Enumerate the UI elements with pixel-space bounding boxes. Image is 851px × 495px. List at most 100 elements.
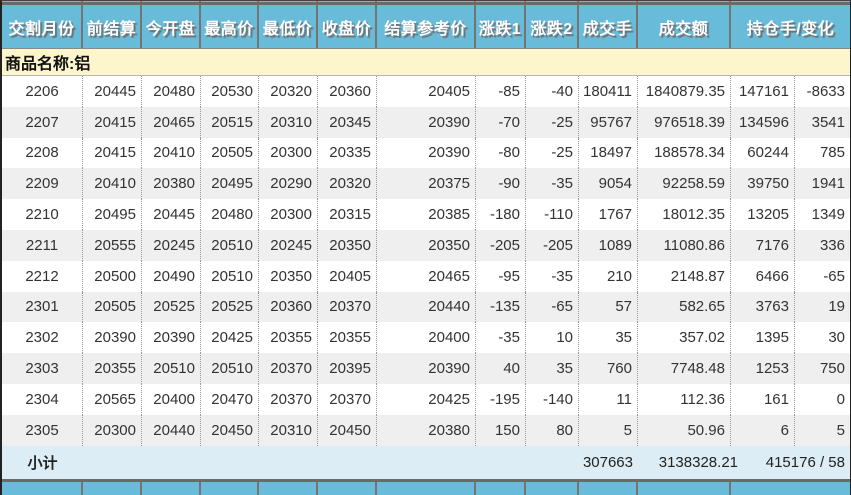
cell-delivery-month: 2305 xyxy=(2,414,83,446)
cell-oi-change: 785 xyxy=(819,144,845,162)
cell-volume: 18497 xyxy=(579,137,638,169)
cell-delivery-month: 2212 xyxy=(2,260,83,292)
cell-low: 20290 xyxy=(259,168,318,200)
cell-open-interest: 60244 xyxy=(731,137,795,169)
cell-delivery-month: 2211 xyxy=(2,229,83,261)
cell-change2: -25 xyxy=(526,106,579,138)
cell-open: 20245 xyxy=(142,229,201,261)
cell-high: 20510 xyxy=(201,229,259,261)
subtotal-turnover: 3138328.21 xyxy=(658,453,738,471)
cell-low: 20300 xyxy=(259,199,318,230)
table-row: 2206 20445 20480 20530 20320 20360 20405 -85 -40… xyxy=(2,76,850,107)
cell-oi-change: 1349 xyxy=(811,206,845,224)
cell-settlement-ref: 20390 xyxy=(377,106,476,138)
cell-change2: -35 xyxy=(526,260,579,292)
cell-turnover: 2148.87 xyxy=(638,260,731,292)
subtotal-label: 小计 xyxy=(27,454,58,472)
column-header-low: 最低价 xyxy=(259,5,318,48)
column-header-open: 今开盘 xyxy=(142,5,201,48)
cell-settlement-ref: 20400 xyxy=(377,322,476,354)
cell-change2: -140 xyxy=(526,383,579,415)
cell-settlement-ref: 20390 xyxy=(377,137,476,169)
cell-oi-change: 5 xyxy=(836,421,845,439)
cell-turnover: 976518.39 xyxy=(638,106,731,138)
cell-open: 20410 xyxy=(142,137,201,169)
cell-high: 20530 xyxy=(201,76,259,107)
cell-open: 20380 xyxy=(142,168,201,200)
table-row: 2303 20355 20510 20510 20370 20395 20390 40 35 76… xyxy=(2,353,850,384)
cell-close: 20405 xyxy=(318,260,377,292)
cell-oi-change: -65 xyxy=(823,267,845,285)
cell-low: 20300 xyxy=(259,137,318,169)
cell-change1: -35 xyxy=(476,322,526,354)
cell-open-interest: 147161 xyxy=(731,76,795,107)
cell-oi-change: 0 xyxy=(836,390,845,408)
cell-prev-settlement: 20565 xyxy=(83,383,142,415)
cell-settlement-ref: 20385 xyxy=(377,199,476,230)
cell-change2: 35 xyxy=(526,353,579,384)
cell-volume: 35 xyxy=(579,322,638,354)
cell-prev-settlement: 20555 xyxy=(83,229,142,261)
cell-open: 20490 xyxy=(142,260,201,292)
cell-open: 20400 xyxy=(142,383,201,415)
cell-close: 20320 xyxy=(318,168,377,200)
table-row: 2210 20495 20445 20480 20300 20315 20385 -180 -1… xyxy=(2,199,850,230)
cell-prev-settlement: 20415 xyxy=(83,137,142,169)
cell-close: 20370 xyxy=(318,291,377,323)
cell-turnover: 11080.86 xyxy=(638,229,731,261)
cell-change2: 10 xyxy=(526,322,579,354)
cell-change2: -65 xyxy=(526,291,579,323)
cell-high: 20510 xyxy=(201,260,259,292)
cell-volume: 95767 xyxy=(579,106,638,138)
cell-prev-settlement: 20505 xyxy=(83,291,142,323)
cell-change1: -70 xyxy=(476,106,526,138)
cell-delivery-month: 2301 xyxy=(2,291,83,323)
column-header-delivery-month: 交割月份 xyxy=(2,5,83,48)
cell-prev-settlement: 20495 xyxy=(83,199,142,230)
cell-volume: 1767 xyxy=(579,199,638,230)
cell-prev-settlement: 20355 xyxy=(83,353,142,384)
cell-turnover: 92258.59 xyxy=(638,168,731,200)
cell-change2: -35 xyxy=(526,168,579,200)
cell-volume: 1089 xyxy=(579,229,638,261)
cell-close: 20370 xyxy=(318,383,377,415)
cell-turnover: 50.96 xyxy=(638,414,731,446)
cell-change1: -180 xyxy=(476,199,526,230)
cell-change1: -205 xyxy=(476,229,526,261)
cell-open: 20390 xyxy=(142,322,201,354)
table-row: 2212 20500 20490 20510 20350 20405 20465 -95 -35… xyxy=(2,260,850,292)
cell-volume: 210 xyxy=(579,260,638,292)
cell-oi-change: 3541 xyxy=(811,113,845,131)
cell-turnover: 582.65 xyxy=(638,291,731,323)
cell-open: 20465 xyxy=(142,106,201,138)
cell-close: 20395 xyxy=(318,353,377,384)
cell-settlement-ref: 20350 xyxy=(377,229,476,261)
cell-high: 20515 xyxy=(201,106,259,138)
cell-high: 20480 xyxy=(201,199,259,230)
cell-settlement-ref: 20425 xyxy=(377,383,476,415)
column-header-close: 收盘价 xyxy=(318,5,377,48)
cell-open: 20525 xyxy=(142,291,201,323)
cell-open-interest: 161 xyxy=(731,383,795,415)
cell-oi-change: 19 xyxy=(828,298,845,316)
cell-close: 20450 xyxy=(318,414,377,446)
cell-open: 20510 xyxy=(142,353,201,384)
cell-change1: 150 xyxy=(476,414,526,446)
next-section-header-edge xyxy=(2,478,850,495)
table-row: 2211 20555 20245 20510 20245 20350 20350 -205 -2… xyxy=(2,229,850,261)
cell-change2: -25 xyxy=(526,137,579,169)
cell-oi-change: 750 xyxy=(819,360,845,378)
cell-low: 20245 xyxy=(259,229,318,261)
cell-change1: -95 xyxy=(476,260,526,292)
cell-turnover: 357.02 xyxy=(638,322,731,354)
cell-prev-settlement: 20445 xyxy=(83,76,142,107)
cell-close: 20345 xyxy=(318,106,377,138)
cell-prev-settlement: 20410 xyxy=(83,168,142,200)
cell-settlement-ref: 20390 xyxy=(377,353,476,384)
cell-volume: 11 xyxy=(579,383,638,415)
cell-open-interest: 1395 xyxy=(731,322,795,354)
cell-low: 20370 xyxy=(259,383,318,415)
column-header-high: 最高价 xyxy=(201,5,259,48)
cell-change1: -85 xyxy=(476,76,526,107)
